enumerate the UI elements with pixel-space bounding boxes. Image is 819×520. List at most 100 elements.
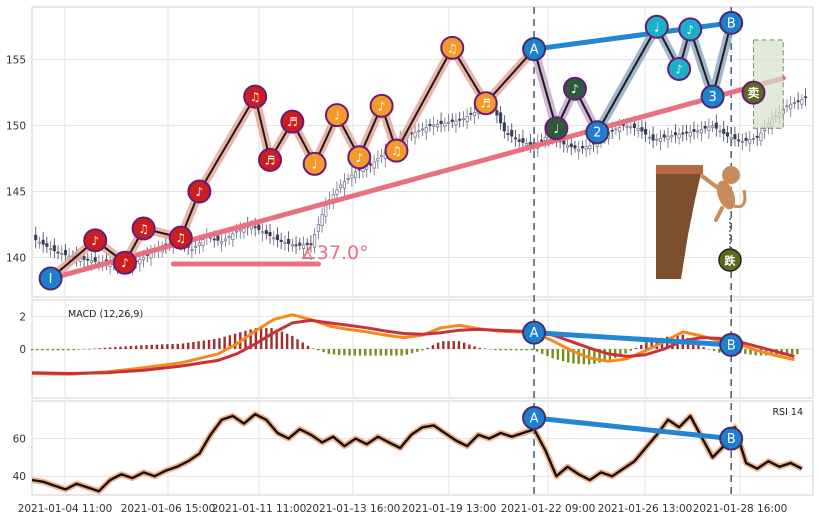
macd-histogram-bar bbox=[218, 338, 221, 349]
marker-label: ♫ bbox=[175, 231, 186, 245]
candle-body bbox=[662, 134, 666, 138]
candle-body bbox=[636, 127, 640, 131]
marker-circle bbox=[302, 151, 327, 176]
candle-body bbox=[313, 234, 317, 248]
macd-histogram-bar bbox=[390, 349, 393, 356]
monkey-body bbox=[716, 180, 736, 210]
macd-histogram-bar bbox=[311, 348, 315, 349]
macd-panel-title: MACD (12,26,9) bbox=[68, 309, 143, 320]
candle-body bbox=[469, 112, 473, 115]
macd-histogram-bar bbox=[567, 349, 570, 363]
rsi-line bbox=[31, 413, 803, 493]
marker-circle bbox=[719, 332, 744, 357]
macd-histogram-bar bbox=[254, 328, 258, 349]
candle-body bbox=[625, 125, 629, 128]
candle-body bbox=[346, 178, 350, 180]
marker-circle bbox=[522, 37, 547, 62]
candle-body bbox=[335, 189, 339, 195]
macd-histogram-bar bbox=[790, 349, 794, 355]
candle-body bbox=[473, 112, 477, 117]
candle-body bbox=[513, 137, 518, 140]
macd-histogram-bar bbox=[421, 349, 424, 351]
candle-body bbox=[670, 135, 674, 138]
candle-body bbox=[588, 145, 592, 149]
candle-body bbox=[725, 132, 730, 137]
candle-body bbox=[138, 259, 142, 265]
macd-histogram-bar bbox=[629, 349, 632, 351]
marker-circle bbox=[719, 10, 744, 35]
macd-histogram-bar bbox=[134, 345, 138, 349]
macd-histogram-bar bbox=[176, 343, 179, 349]
wave-marker: ♪ bbox=[369, 93, 394, 118]
macd-histogram-bar bbox=[556, 349, 560, 360]
macd-histogram-bar bbox=[67, 349, 70, 351]
macd-histogram-bar bbox=[598, 349, 601, 363]
macd-histogram-bar bbox=[46, 349, 49, 351]
macd-histogram-bar bbox=[301, 342, 304, 349]
y-tick-label: 40 bbox=[13, 471, 26, 483]
candle-body bbox=[227, 236, 231, 238]
candle-body bbox=[751, 138, 756, 140]
monkey-icon bbox=[700, 166, 747, 222]
wave-marker: ♫ bbox=[440, 35, 465, 60]
candle-body bbox=[220, 241, 224, 244]
drop-signal-badge bbox=[718, 248, 742, 272]
wave-marker: A bbox=[522, 320, 547, 345]
candle-body bbox=[655, 138, 659, 141]
candle-body bbox=[350, 174, 354, 179]
x-tick-label: 2021-01-06 15:00 bbox=[121, 503, 216, 515]
macd-histogram-bar bbox=[155, 344, 159, 349]
macd-histogram-bar bbox=[129, 345, 133, 349]
candle-body bbox=[443, 122, 447, 127]
macd-histogram-bar bbox=[270, 328, 273, 349]
candle-body bbox=[316, 224, 320, 232]
wave-marker: ♫ bbox=[131, 216, 156, 241]
candle-body bbox=[45, 243, 49, 247]
candle-body bbox=[759, 132, 763, 142]
macd-histogram-bar bbox=[744, 349, 747, 354]
candle-body bbox=[305, 242, 309, 245]
marker-circle bbox=[83, 228, 108, 253]
macd-histogram-bar bbox=[171, 344, 174, 349]
macd-histogram-bar bbox=[202, 340, 206, 349]
monkey-arm bbox=[700, 174, 720, 190]
macd-histogram-bar bbox=[41, 349, 44, 351]
candle-body bbox=[82, 256, 86, 260]
marker-label: 2 bbox=[593, 126, 601, 141]
macd-histogram-bar bbox=[546, 349, 549, 356]
monkey-leg bbox=[714, 206, 724, 222]
cliff-edge bbox=[656, 165, 703, 174]
macd-histogram-bar bbox=[93, 348, 96, 350]
candle-body bbox=[804, 96, 808, 99]
macd-histogram-bar bbox=[82, 349, 86, 350]
macd-histogram-bar bbox=[416, 349, 419, 352]
candle-body bbox=[223, 238, 227, 242]
candle-body bbox=[528, 142, 532, 145]
macd-histogram-bar bbox=[692, 341, 695, 349]
macd-histogram-bar bbox=[192, 341, 195, 349]
candle-body bbox=[89, 260, 94, 264]
candle-body bbox=[688, 131, 692, 137]
macd-histogram-bar bbox=[634, 347, 638, 349]
wave-marker: ♫ bbox=[384, 138, 409, 163]
cliff-illustration: 跌 bbox=[656, 165, 747, 279]
candle-body bbox=[197, 242, 201, 247]
macd-histogram-bar bbox=[478, 347, 481, 349]
x-tick-label: 2021-01-28 16:00 bbox=[693, 503, 788, 515]
candle-body bbox=[796, 100, 800, 103]
macd-histogram-bar bbox=[499, 349, 502, 351]
candle-body bbox=[450, 119, 454, 123]
candle-body bbox=[580, 146, 584, 149]
candle-body bbox=[287, 238, 291, 244]
candle-body bbox=[584, 146, 588, 150]
wave-marker: ♩ bbox=[644, 14, 669, 39]
candle-body bbox=[361, 168, 365, 173]
candle-body bbox=[729, 137, 733, 140]
marker-label: ♬ bbox=[265, 153, 276, 167]
macd-histogram-bar bbox=[306, 345, 310, 349]
macd-histogram-bar bbox=[285, 333, 289, 349]
macd-histogram-bar bbox=[98, 348, 101, 349]
candle-body bbox=[242, 228, 246, 233]
candle-body bbox=[283, 242, 287, 245]
marker-circle bbox=[585, 120, 610, 145]
